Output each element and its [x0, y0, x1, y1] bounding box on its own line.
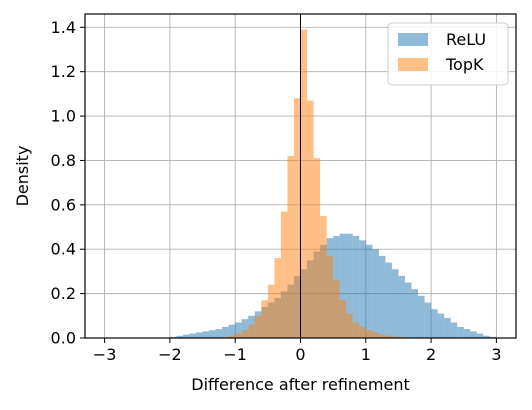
bar-relu — [424, 302, 432, 338]
bar-relu — [476, 333, 484, 338]
bar-relu — [209, 330, 216, 338]
bar-topk — [228, 335, 236, 338]
bar-topk — [339, 300, 347, 338]
y-axis-label: Density — [13, 146, 32, 207]
legend-label-topk: TopK — [445, 55, 484, 74]
y-tick-label: 0.4 — [51, 240, 76, 259]
y-tick-label: 0.8 — [51, 151, 76, 170]
bar-relu — [418, 295, 425, 338]
bar-relu — [398, 275, 405, 338]
bar-relu — [378, 255, 386, 338]
bar-relu — [463, 329, 471, 338]
bar-relu — [470, 331, 477, 338]
y-tick-label: 1.0 — [51, 107, 76, 126]
bar-topk — [261, 300, 268, 338]
bar-relu — [339, 233, 347, 338]
x-axis-ticks: −3 −2 −1 0 1 2 3 — [93, 338, 502, 364]
y-tick-label: 1.4 — [51, 18, 76, 37]
bar-relu — [196, 332, 203, 338]
bar-topk — [385, 335, 392, 338]
bar-topk — [241, 330, 249, 338]
bar-topk — [235, 333, 242, 338]
legend: ReLU TopK — [387, 22, 509, 86]
bar-relu — [372, 249, 379, 338]
bar-relu — [359, 240, 366, 338]
bar-relu — [404, 282, 412, 338]
y-tick-label: 0.0 — [51, 329, 76, 348]
x-tick-label: 3 — [491, 345, 501, 364]
bar-topk — [280, 211, 288, 338]
bar-relu — [411, 289, 419, 338]
x-tick-label: −1 — [223, 345, 247, 364]
bar-relu — [189, 333, 197, 338]
bar-topk — [346, 313, 353, 338]
bar-relu — [176, 335, 183, 338]
bar-relu — [365, 244, 373, 338]
bar-topk — [391, 336, 399, 338]
bar-relu — [457, 326, 464, 338]
legend-swatch-relu — [398, 33, 428, 46]
bar-topk — [313, 158, 321, 338]
bar-topk — [293, 98, 301, 338]
bar-relu — [235, 322, 242, 338]
x-tick-label: −3 — [93, 345, 117, 364]
bar-topk — [378, 334, 386, 338]
bar-topk — [254, 315, 262, 338]
y-tick-label: 0.2 — [51, 284, 76, 303]
bar-relu — [385, 262, 392, 338]
x-tick-label: 1 — [361, 345, 371, 364]
bar-relu — [228, 324, 236, 338]
legend-label-relu: ReLU — [446, 30, 486, 49]
bar-relu — [450, 322, 458, 338]
bar-topk — [372, 332, 379, 338]
bar-relu — [222, 326, 229, 338]
bar-topk — [274, 258, 281, 338]
bar-topk — [365, 330, 373, 338]
bar-relu — [182, 334, 190, 338]
bar-relu — [352, 235, 360, 338]
bar-topk — [307, 100, 314, 338]
x-axis-label: Difference after refinement — [191, 375, 409, 394]
series-topk-bars — [222, 29, 419, 339]
bar-relu — [483, 335, 490, 338]
bar-topk — [326, 255, 334, 338]
bar-relu — [437, 313, 445, 338]
bar-topk — [333, 280, 340, 338]
x-tick-label: 0 — [295, 345, 305, 364]
bar-topk — [320, 215, 327, 338]
bar-relu — [241, 319, 249, 338]
bar-topk — [287, 156, 294, 338]
bar-relu — [215, 329, 223, 338]
bar-relu — [391, 269, 399, 338]
bar-topk — [248, 324, 255, 338]
bar-topk — [352, 322, 360, 338]
x-tick-label: 2 — [426, 345, 436, 364]
y-tick-label: 1.2 — [51, 62, 76, 81]
bar-relu — [431, 309, 438, 338]
y-axis-ticks: 0.0 0.2 0.4 0.6 0.8 1.0 1.2 1.4 — [51, 18, 85, 348]
histogram-bars — [169, 29, 497, 339]
y-tick-label: 0.6 — [51, 195, 76, 214]
bar-topk — [300, 29, 308, 339]
bar-topk — [267, 284, 275, 338]
legend-swatch-topk — [398, 58, 428, 71]
bar-relu — [444, 318, 451, 338]
x-tick-label: −2 — [158, 345, 182, 364]
bar-relu — [346, 233, 353, 338]
bar-topk — [359, 326, 366, 338]
bar-relu — [202, 331, 210, 338]
